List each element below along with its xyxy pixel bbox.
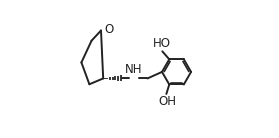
Text: O: O: [104, 23, 114, 36]
Text: NH: NH: [125, 63, 143, 76]
Text: HO: HO: [153, 37, 170, 50]
Text: OH: OH: [159, 95, 177, 108]
